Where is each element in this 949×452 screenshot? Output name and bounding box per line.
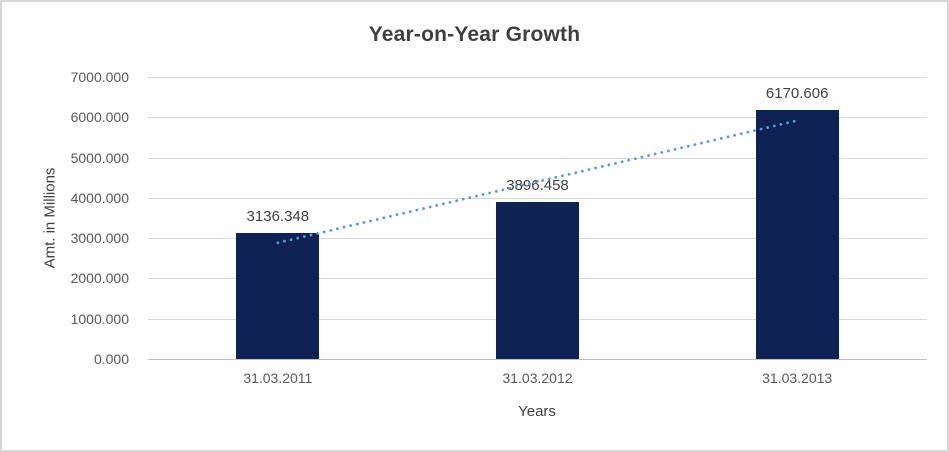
bar-31.03.2012 [496,202,579,359]
chart-title: Year-on-Year Growth [368,23,581,46]
x-tick-label: 31.03.2011 [243,370,313,386]
x-axis-title: Years [518,403,556,420]
y-axis-title: Amt. in Millions [41,167,59,269]
y-tick-label: 1000.000 [70,310,129,327]
y-tick-label: 4000.000 [70,189,129,206]
bar-data-label: 6170.606 [765,85,829,103]
y-tick-label: 0.000 [93,351,129,367]
bar-31.03.2011 [236,232,320,359]
y-tick-label: 2000.000 [70,270,129,287]
bar-data-label: 3896.458 [506,177,569,195]
bar-data-label: 3136.348 [246,207,310,225]
plot-area: 3136.348 3896.458 6170.606 [148,77,927,360]
gridline [148,117,927,119]
gridline [148,77,927,78]
x-axis-line [148,359,927,360]
x-tick-label: 31.03.2013 [762,370,833,386]
x-tick-label: 31.03.2012 [502,370,573,386]
y-tick-label: 6000.000 [70,109,129,126]
y-tick-label: 5000.000 [70,149,129,166]
y-tick-label: 3000.000 [70,230,129,247]
bar-31.03.2013 [755,110,839,359]
y-tick-label: 7000.000 [70,69,129,85]
